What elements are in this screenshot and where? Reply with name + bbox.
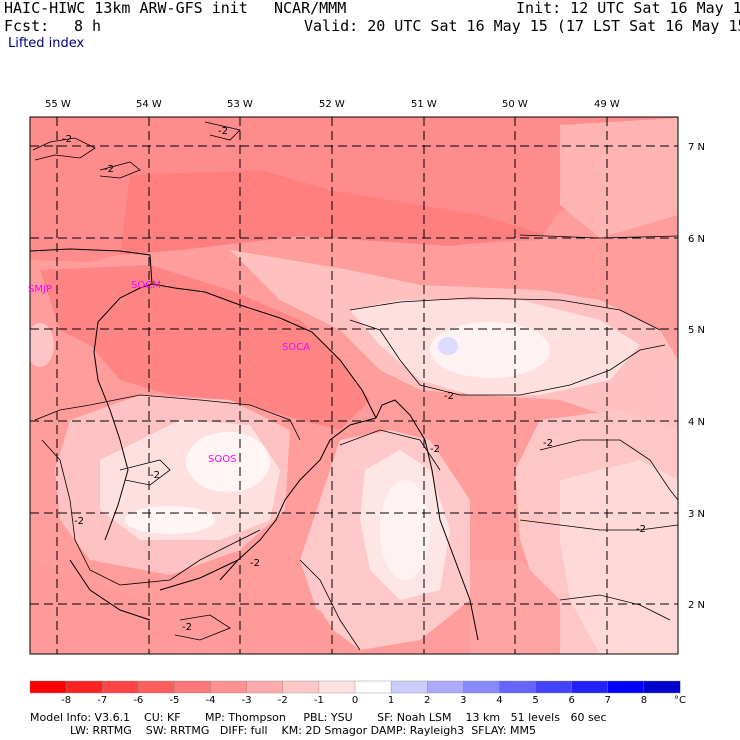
colorbar-swatch	[318, 680, 356, 694]
colorbar-swatch	[246, 680, 284, 694]
colorbar-tick-label: 7	[605, 695, 611, 706]
contour-label: -2	[74, 516, 84, 527]
contour-label: -2	[543, 438, 553, 449]
lat-label: 3 N	[688, 509, 705, 520]
station-label: SOCA	[282, 342, 310, 353]
contour-labels: -2 -2 -2 -2 -2 -2 -2 -2 -2 -2 -2	[62, 126, 646, 633]
colorbar-tick-label: 4	[496, 695, 502, 706]
contour-label: -2	[430, 444, 440, 455]
valid-time: Valid: 20 UTC Sat 16 May 15 (17 LST Sat …	[304, 17, 740, 35]
lat-label: 7 N	[688, 142, 705, 153]
colorbar-tick-label: -5	[169, 695, 179, 706]
lon-label: 53 W	[227, 99, 253, 110]
colorbar-swatch	[29, 680, 67, 694]
contour-label: -2	[444, 391, 454, 402]
contour-label: -2	[62, 134, 72, 145]
init-time: Init: 12 UTC Sat 16 May 15	[516, 0, 740, 17]
colorbar-tick-label: 6	[568, 695, 574, 706]
colorbar-swatch	[463, 680, 500, 694]
contour-label: -2	[250, 558, 260, 569]
organization-label: NCAR/MMM	[274, 0, 347, 17]
contour-label: -2	[636, 524, 646, 535]
station-label: SOCM	[131, 280, 161, 291]
contour-label: -2	[182, 622, 192, 633]
shaded-field	[30, 117, 678, 654]
colorbar-tick-label: -1	[314, 695, 324, 706]
colorbar: -8 -7 -6 -5 -4 -3 -2 -1 0 1 2 3 4 5 6 7 8	[29, 680, 681, 706]
colorbar-tick-label: 3	[460, 695, 466, 706]
lat-lon-grid	[30, 117, 678, 654]
colorbar-swatch	[282, 680, 320, 694]
forecast-hour: 8 h	[74, 17, 102, 35]
lat-label: 4 N	[688, 417, 705, 428]
colorbar-swatch	[65, 680, 103, 694]
colorbar-tick-label: -8	[61, 695, 71, 706]
lon-label: 51 W	[411, 99, 437, 110]
colorbar-tick-label: 8	[641, 695, 647, 706]
lon-label: 55 W	[45, 99, 71, 110]
colorbar-swatch	[571, 680, 609, 694]
colorbar-swatch	[354, 680, 392, 694]
colorbar-tick-label: -2	[278, 695, 288, 706]
colorbar-swatch	[138, 680, 175, 694]
plot-frame	[29, 116, 679, 655]
forecast-label: Fcst:	[4, 17, 50, 35]
colorbar-tick-label: 1	[388, 695, 394, 706]
field-name: Lifted index	[8, 36, 85, 51]
colorbar-swatch	[607, 680, 645, 694]
longitude-axis: 55 W 54 W 53 W 52 W 51 W 50 W 49 W	[45, 99, 620, 110]
lat-label: 5 N	[688, 325, 705, 336]
colorbar-tick-label: -7	[97, 695, 107, 706]
colorbar-tick-label: -4	[206, 695, 216, 706]
colorbar-tick-label: -6	[133, 695, 143, 706]
colorbar-swatch	[427, 680, 464, 694]
colorbar-unit: °C	[674, 695, 686, 706]
lon-label: 52 W	[319, 99, 345, 110]
colorbar-swatch	[499, 680, 537, 694]
colorbar-tick-label: 2	[424, 695, 430, 706]
lon-label: 49 W	[594, 99, 620, 110]
stations: SMJP SOCM SOCA SOOS	[28, 280, 310, 465]
colorbar-swatch	[535, 680, 573, 694]
contour-label: -2	[104, 164, 114, 175]
colorbar-swatch	[210, 680, 248, 694]
lat-label: 2 N	[688, 600, 705, 611]
colorbar-tick-label: -3	[242, 695, 252, 706]
colorbar-swatch	[102, 680, 139, 694]
colorbar-swatch	[390, 680, 428, 694]
lon-label: 54 W	[136, 99, 162, 110]
lon-label: 50 W	[502, 99, 528, 110]
colorbar-tick-label: 0	[352, 695, 358, 706]
contour-label: -2	[218, 126, 228, 137]
model-info-line1: Model Info: V3.6.1 CU: KF MP: Thompson P…	[30, 711, 607, 724]
colorbar-swatch	[643, 680, 681, 694]
country-borders	[30, 248, 479, 641]
model-info-line2: LW: RRTMG SW: RRTMG DIFF: full KM: 2D Sm…	[70, 724, 536, 737]
latitude-axis: 7 N 6 N 5 N 4 N 3 N 2 N	[688, 142, 705, 611]
model-title: HAIC-HIWC 13km ARW-GFS init	[4, 0, 248, 17]
station-label: SOOS	[208, 454, 236, 465]
colorbar-swatch	[174, 680, 212, 694]
colorbar-tick-label: 5	[532, 695, 538, 706]
station-label: SMJP	[28, 284, 52, 295]
lat-label: 6 N	[688, 234, 705, 245]
contour-label: -2	[150, 470, 160, 481]
